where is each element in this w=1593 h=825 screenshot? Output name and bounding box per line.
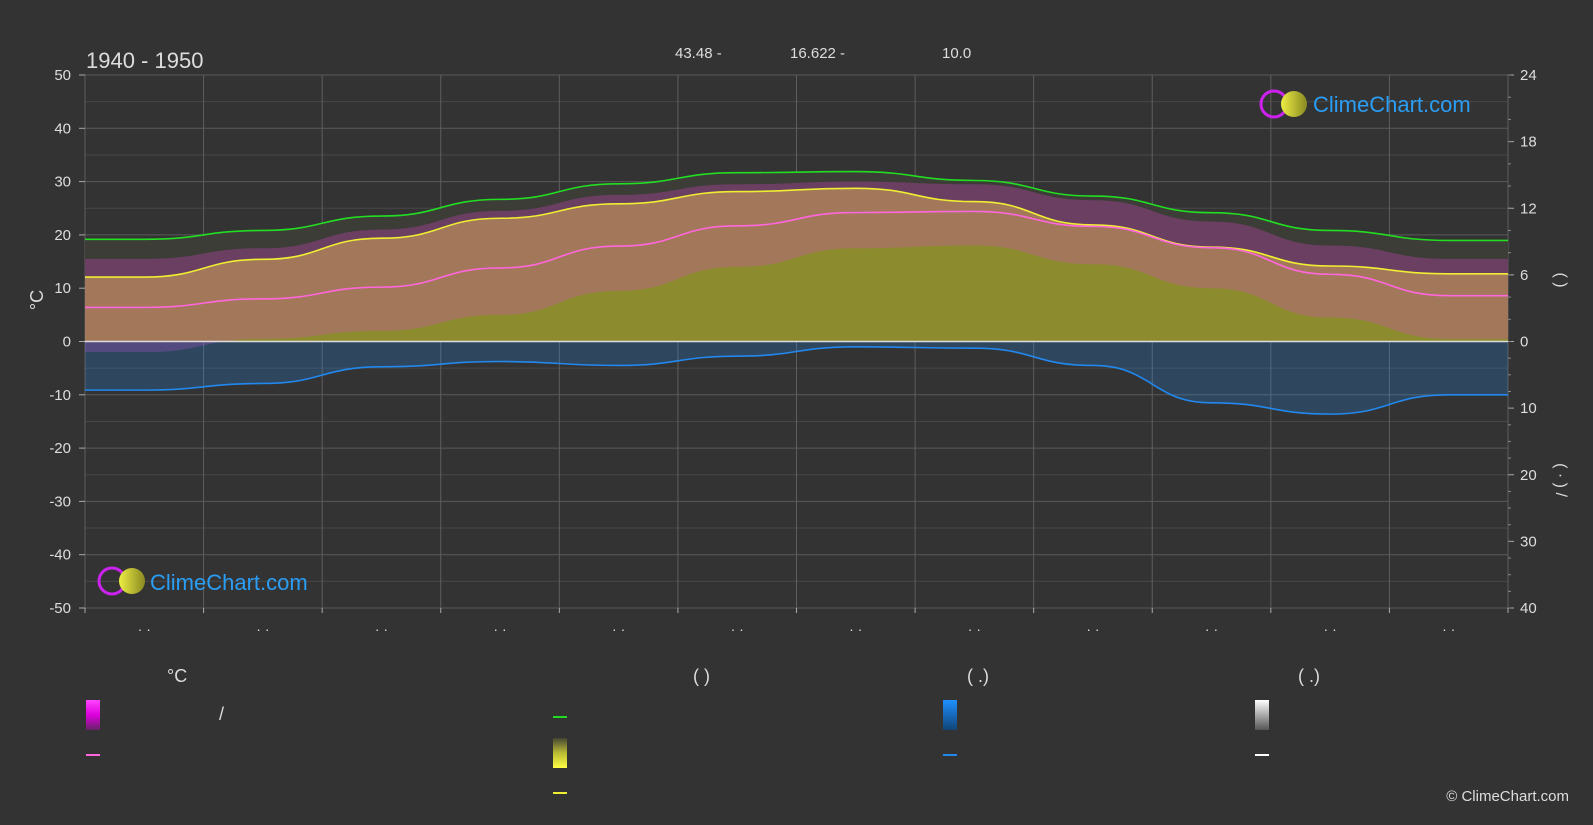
right-lower-axis-label: ( · ) /	[1552, 463, 1569, 497]
y-tick-label: 20	[54, 227, 71, 244]
stat-precip: 16.622 -	[790, 45, 845, 62]
precipitation-area	[85, 341, 1508, 415]
right-tick-label: 6	[1520, 267, 1528, 284]
sunshine-line	[85, 187, 1508, 278]
x-tick-label: · ·	[1205, 621, 1218, 637]
x-tick-label: · ·	[1442, 621, 1455, 637]
right-tick-label: 18	[1520, 134, 1537, 151]
legend-line-mean-temp	[86, 754, 100, 756]
legend-swatch-precip	[943, 700, 957, 730]
legend-line-precip	[943, 754, 957, 756]
legend-temp-slash: /	[219, 704, 225, 724]
right-tick-label: 20	[1520, 467, 1537, 484]
legend-snow-title: ( .)	[1298, 666, 1320, 686]
logo-top: ClimeChart.com	[1259, 89, 1471, 119]
y-tick-label: -50	[49, 600, 71, 617]
data-lines	[85, 170, 1508, 415]
y-tick-label: 10	[54, 280, 71, 297]
legend-swatch-snow	[1255, 700, 1269, 730]
copyright: © ClimeChart.com	[1446, 788, 1569, 805]
stat-sunshine: 43.48 -	[675, 45, 722, 62]
right-tick-label: 12	[1520, 200, 1537, 217]
sunshine-area	[85, 188, 1508, 342]
logo-top-text: ClimeChart.com	[1313, 92, 1471, 117]
daylight-line	[85, 170, 1508, 242]
y-axis-label: °C	[27, 290, 47, 310]
legend-swatch-temp-range	[86, 700, 100, 730]
x-tick-label: · ·	[849, 621, 862, 637]
right-tick-label: 30	[1520, 533, 1537, 550]
x-tick-label: · ·	[968, 621, 981, 637]
y-tick-label: 30	[54, 174, 71, 191]
stat-snow: 10.0	[942, 45, 971, 62]
y-tick-label: -30	[49, 493, 71, 510]
x-tick-label: · ·	[1324, 621, 1337, 637]
legend-temperature-title: °C	[167, 666, 188, 686]
x-tick-label: · ·	[612, 621, 625, 637]
legend-swatch-sunshine	[553, 738, 567, 768]
data-fills	[85, 171, 1508, 415]
period-title: 1940 - 1950	[86, 48, 203, 73]
logo-sun-icon	[119, 568, 145, 594]
precipitation-line	[85, 346, 1508, 415]
y-tick-label: -40	[49, 547, 71, 564]
right-tick-label: 10	[1520, 400, 1537, 417]
right-upper-axis-label: ( )	[1552, 272, 1569, 287]
temperature-range-area	[85, 181, 1508, 353]
x-tick-label: · ·	[731, 621, 744, 637]
right-tick-label: 24	[1520, 67, 1537, 84]
mean-temperature-line	[85, 210, 1508, 309]
legend-sun-title: ( )	[693, 666, 710, 686]
x-tick-label: · ·	[493, 621, 506, 637]
plot-area: 50 40 30 20 10 0 -10 -20 -30 -40 -50 24 18 12 6 0 10 20 30…	[49, 67, 1536, 637]
x-tick-label: · ·	[1086, 621, 1099, 637]
x-tick-label: · ·	[256, 621, 269, 637]
legend-line-daylight	[553, 716, 567, 718]
y-tick-label: 40	[54, 120, 71, 137]
legend-line-sunshine	[553, 792, 567, 794]
logo-bottom-text: ClimeChart.com	[150, 570, 308, 595]
y-tick-label: 50	[54, 67, 71, 84]
legend-line-snow	[1255, 754, 1269, 756]
logo-sun-icon	[1281, 91, 1307, 117]
right-tick-label: 40	[1520, 600, 1537, 617]
y-tick-label: -10	[49, 387, 71, 404]
logo-bottom: ClimeChart.com	[97, 566, 308, 596]
x-tick-label: · ·	[138, 621, 151, 637]
axes: 50 40 30 20 10 0 -10 -20 -30 -40 -50 24 18 12 6 0 10 20 30…	[49, 67, 1536, 637]
right-tick-label: 0	[1520, 334, 1528, 351]
y-tick-label: 0	[63, 334, 71, 351]
y-tick-label: -20	[49, 440, 71, 457]
x-tick-label: · ·	[375, 621, 388, 637]
legend-rain-title: ( .)	[967, 666, 989, 686]
